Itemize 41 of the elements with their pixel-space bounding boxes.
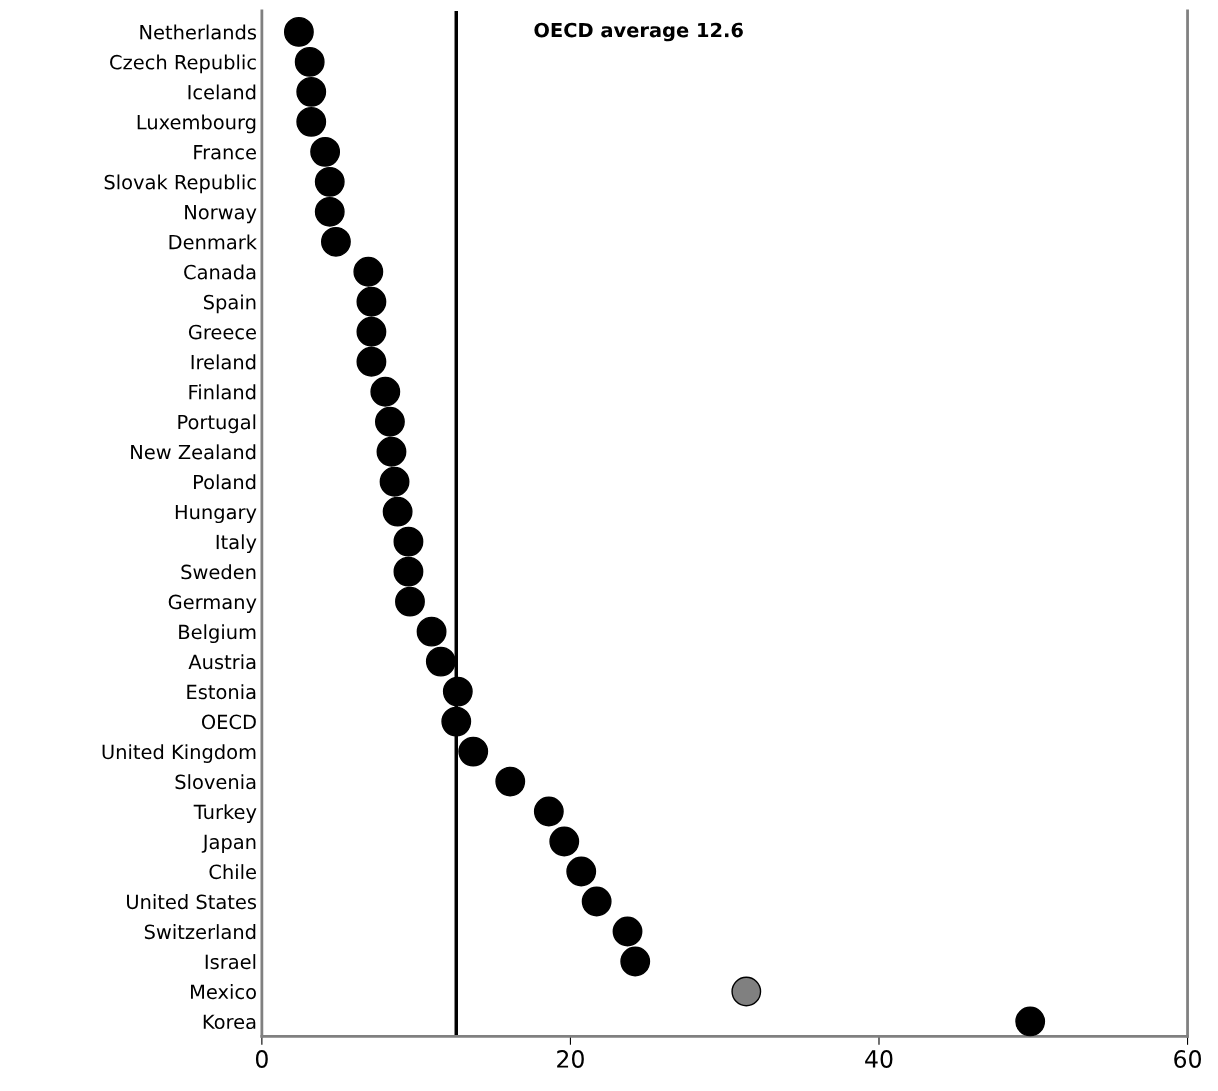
y-tick-label: Switzerland [144, 924, 256, 940]
x-tick-label: 40 [865, 1050, 893, 1068]
y-tick-label: France [194, 145, 256, 160]
y-tick-label: Slovak Republic [104, 174, 256, 194]
y-tick-label: United States [127, 894, 257, 910]
y-tick-label: Italy [216, 534, 257, 554]
y-tick-label: Austria [188, 654, 256, 670]
y-tick-label: Portugal [178, 414, 256, 434]
y-tick-label: Luxembourg [137, 114, 256, 134]
y-tick-label: Korea [203, 1014, 256, 1030]
y-tick-label: Hungary [175, 504, 257, 524]
y-tick-label: Turkey [193, 804, 257, 823]
x-tick-label: 20 [557, 1050, 584, 1068]
y-tick-label: Germany [168, 594, 257, 614]
y-tick-label: Sweden [181, 564, 256, 580]
y-tick-label: Ireland [191, 354, 256, 370]
y-tick-label: Mexico [191, 984, 256, 1000]
point [612, 916, 643, 947]
y-tick-label: New Zealand [131, 444, 256, 460]
y-tick-label: Netherlands [140, 24, 257, 40]
y-tick-label: Norway [185, 205, 257, 224]
y-tick-label: United Kingdom [102, 744, 256, 764]
x-tick-label: 60 [1174, 1050, 1201, 1068]
y-tick-label: Finland [189, 384, 256, 400]
y-tick-label: Belgium [179, 624, 256, 644]
y-tick-label: Czech Republic [110, 54, 256, 74]
x-tick-label: 0 [255, 1050, 268, 1068]
y-tick-label: Spain [203, 294, 256, 314]
y-tick-label: Japan [201, 834, 256, 853]
y-tick-label: OECD [201, 714, 256, 730]
y-tick-label: Canada [184, 264, 256, 280]
y-tick-label: Israel [205, 954, 256, 970]
y-tick-label: Slovenia [175, 774, 256, 790]
y-tick-label: Poland [194, 474, 256, 490]
y-tick-label: Denmark [169, 234, 257, 250]
y-tick-label: Estonia [187, 684, 256, 700]
y-tick-label: Chile [209, 864, 256, 880]
y-tick-label: Greece [188, 324, 256, 340]
point [1015, 1006, 1046, 1037]
y-tick-label: Iceland [188, 84, 256, 100]
ref-line-label: OECD average 12.6 [534, 22, 743, 42]
